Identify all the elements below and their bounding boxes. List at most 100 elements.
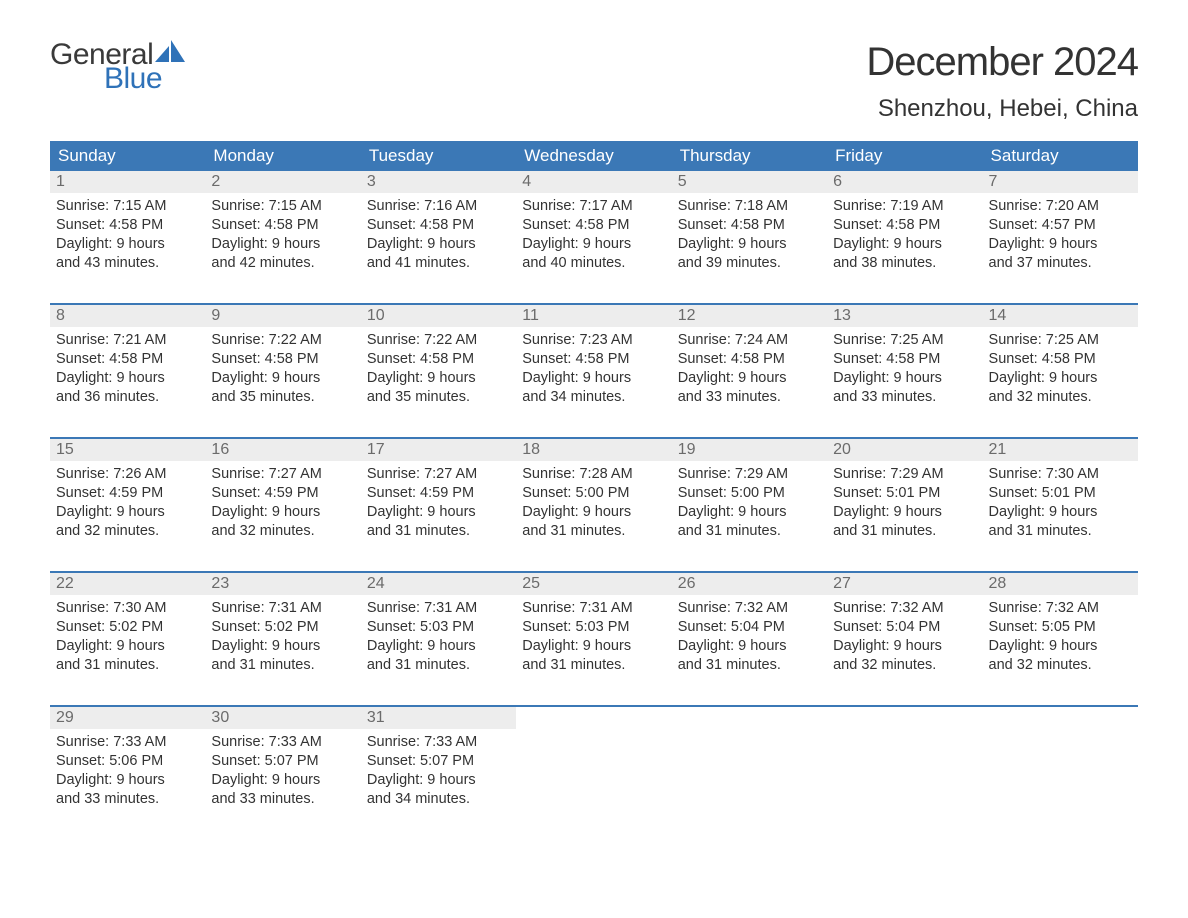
day-details: Sunrise: 7:22 AMSunset: 4:58 PMDaylight:…: [361, 327, 516, 412]
day-number: 20: [827, 439, 982, 461]
day-line-sunset: Sunset: 4:58 PM: [56, 216, 199, 235]
day-details: Sunrise: 7:15 AMSunset: 4:58 PMDaylight:…: [50, 193, 205, 278]
day-line-sunset: Sunset: 5:00 PM: [522, 484, 665, 503]
day-header: Friday: [827, 141, 982, 171]
day-line-sunrise: Sunrise: 7:25 AM: [989, 331, 1132, 350]
day-cell: 7Sunrise: 7:20 AMSunset: 4:57 PMDaylight…: [983, 171, 1138, 289]
day-line-d1: Daylight: 9 hours: [678, 503, 821, 522]
day-line-sunset: Sunset: 4:58 PM: [56, 350, 199, 369]
day-line-sunset: Sunset: 5:02 PM: [211, 618, 354, 637]
day-cell: 19Sunrise: 7:29 AMSunset: 5:00 PMDayligh…: [672, 439, 827, 557]
day-line-sunset: Sunset: 5:07 PM: [211, 752, 354, 771]
day-cell: 15Sunrise: 7:26 AMSunset: 4:59 PMDayligh…: [50, 439, 205, 557]
day-line-d1: Daylight: 9 hours: [833, 235, 976, 254]
day-details: Sunrise: 7:18 AMSunset: 4:58 PMDaylight:…: [672, 193, 827, 278]
day-line-d1: Daylight: 9 hours: [367, 235, 510, 254]
day-number: 1: [50, 171, 205, 193]
day-cell: 25Sunrise: 7:31 AMSunset: 5:03 PMDayligh…: [516, 573, 671, 691]
day-cell: 30Sunrise: 7:33 AMSunset: 5:07 PMDayligh…: [205, 707, 360, 825]
day-line-sunset: Sunset: 4:58 PM: [833, 216, 976, 235]
day-line-sunset: Sunset: 4:58 PM: [833, 350, 976, 369]
day-line-sunrise: Sunrise: 7:23 AM: [522, 331, 665, 350]
day-number: 29: [50, 707, 205, 729]
day-line-d1: Daylight: 9 hours: [211, 369, 354, 388]
week-row: 1Sunrise: 7:15 AMSunset: 4:58 PMDaylight…: [50, 171, 1138, 289]
day-line-sunset: Sunset: 4:59 PM: [367, 484, 510, 503]
day-cell: 9Sunrise: 7:22 AMSunset: 4:58 PMDaylight…: [205, 305, 360, 423]
day-line-sunset: Sunset: 5:01 PM: [989, 484, 1132, 503]
day-number: 8: [50, 305, 205, 327]
day-line-d1: Daylight: 9 hours: [367, 369, 510, 388]
day-number: 12: [672, 305, 827, 327]
day-details: Sunrise: 7:31 AMSunset: 5:03 PMDaylight:…: [516, 595, 671, 680]
day-number: 31: [361, 707, 516, 729]
day-line-sunset: Sunset: 4:59 PM: [56, 484, 199, 503]
day-line-sunrise: Sunrise: 7:32 AM: [833, 599, 976, 618]
day-cell: [672, 707, 827, 825]
day-line-d2: and 33 minutes.: [211, 790, 354, 809]
week-row: 8Sunrise: 7:21 AMSunset: 4:58 PMDaylight…: [50, 303, 1138, 423]
day-line-d2: and 31 minutes.: [211, 656, 354, 675]
day-number: 3: [361, 171, 516, 193]
day-details: Sunrise: 7:17 AMSunset: 4:58 PMDaylight:…: [516, 193, 671, 278]
day-line-sunset: Sunset: 5:07 PM: [367, 752, 510, 771]
day-line-d2: and 32 minutes.: [56, 522, 199, 541]
day-line-d2: and 31 minutes.: [833, 522, 976, 541]
day-header: Wednesday: [516, 141, 671, 171]
day-line-sunrise: Sunrise: 7:24 AM: [678, 331, 821, 350]
day-number: 19: [672, 439, 827, 461]
day-line-sunrise: Sunrise: 7:31 AM: [211, 599, 354, 618]
day-header: Tuesday: [361, 141, 516, 171]
day-line-d1: Daylight: 9 hours: [678, 235, 821, 254]
day-line-d1: Daylight: 9 hours: [211, 235, 354, 254]
day-cell: 8Sunrise: 7:21 AMSunset: 4:58 PMDaylight…: [50, 305, 205, 423]
day-line-d2: and 31 minutes.: [367, 522, 510, 541]
day-number: 22: [50, 573, 205, 595]
day-number: 23: [205, 573, 360, 595]
day-number: 6: [827, 171, 982, 193]
day-line-d2: and 36 minutes.: [56, 388, 199, 407]
day-cell: 10Sunrise: 7:22 AMSunset: 4:58 PMDayligh…: [361, 305, 516, 423]
day-line-sunrise: Sunrise: 7:20 AM: [989, 197, 1132, 216]
day-line-d2: and 33 minutes.: [833, 388, 976, 407]
day-line-d1: Daylight: 9 hours: [367, 637, 510, 656]
day-line-sunset: Sunset: 4:58 PM: [211, 216, 354, 235]
day-number: 2: [205, 171, 360, 193]
day-line-sunset: Sunset: 5:06 PM: [56, 752, 199, 771]
day-number: 30: [205, 707, 360, 729]
day-line-sunset: Sunset: 4:58 PM: [678, 216, 821, 235]
day-details: Sunrise: 7:31 AMSunset: 5:02 PMDaylight:…: [205, 595, 360, 680]
day-line-sunset: Sunset: 5:02 PM: [56, 618, 199, 637]
day-line-d2: and 32 minutes.: [989, 656, 1132, 675]
day-number: 10: [361, 305, 516, 327]
day-line-d2: and 31 minutes.: [367, 656, 510, 675]
day-line-sunrise: Sunrise: 7:33 AM: [367, 733, 510, 752]
day-number: 14: [983, 305, 1138, 327]
day-line-sunset: Sunset: 4:58 PM: [367, 216, 510, 235]
day-number: 24: [361, 573, 516, 595]
day-details: Sunrise: 7:15 AMSunset: 4:58 PMDaylight:…: [205, 193, 360, 278]
day-line-sunrise: Sunrise: 7:28 AM: [522, 465, 665, 484]
day-cell: 14Sunrise: 7:25 AMSunset: 4:58 PMDayligh…: [983, 305, 1138, 423]
day-header: Sunday: [50, 141, 205, 171]
day-line-d1: Daylight: 9 hours: [989, 235, 1132, 254]
day-number: 11: [516, 305, 671, 327]
day-line-d2: and 31 minutes.: [989, 522, 1132, 541]
day-cell: 27Sunrise: 7:32 AMSunset: 5:04 PMDayligh…: [827, 573, 982, 691]
day-line-sunset: Sunset: 4:58 PM: [367, 350, 510, 369]
day-line-sunset: Sunset: 5:05 PM: [989, 618, 1132, 637]
page-header: General Blue December 2024 Shenzhou, Heb…: [50, 40, 1138, 123]
day-line-sunset: Sunset: 5:04 PM: [678, 618, 821, 637]
day-cell: [983, 707, 1138, 825]
day-details: Sunrise: 7:26 AMSunset: 4:59 PMDaylight:…: [50, 461, 205, 546]
day-line-sunrise: Sunrise: 7:30 AM: [989, 465, 1132, 484]
day-number: 26: [672, 573, 827, 595]
day-line-d2: and 31 minutes.: [678, 656, 821, 675]
day-line-sunrise: Sunrise: 7:31 AM: [367, 599, 510, 618]
day-number: 7: [983, 171, 1138, 193]
day-line-d2: and 33 minutes.: [56, 790, 199, 809]
week-row: 22Sunrise: 7:30 AMSunset: 5:02 PMDayligh…: [50, 571, 1138, 691]
day-line-d1: Daylight: 9 hours: [522, 637, 665, 656]
day-line-d1: Daylight: 9 hours: [833, 637, 976, 656]
day-line-sunset: Sunset: 4:58 PM: [522, 350, 665, 369]
